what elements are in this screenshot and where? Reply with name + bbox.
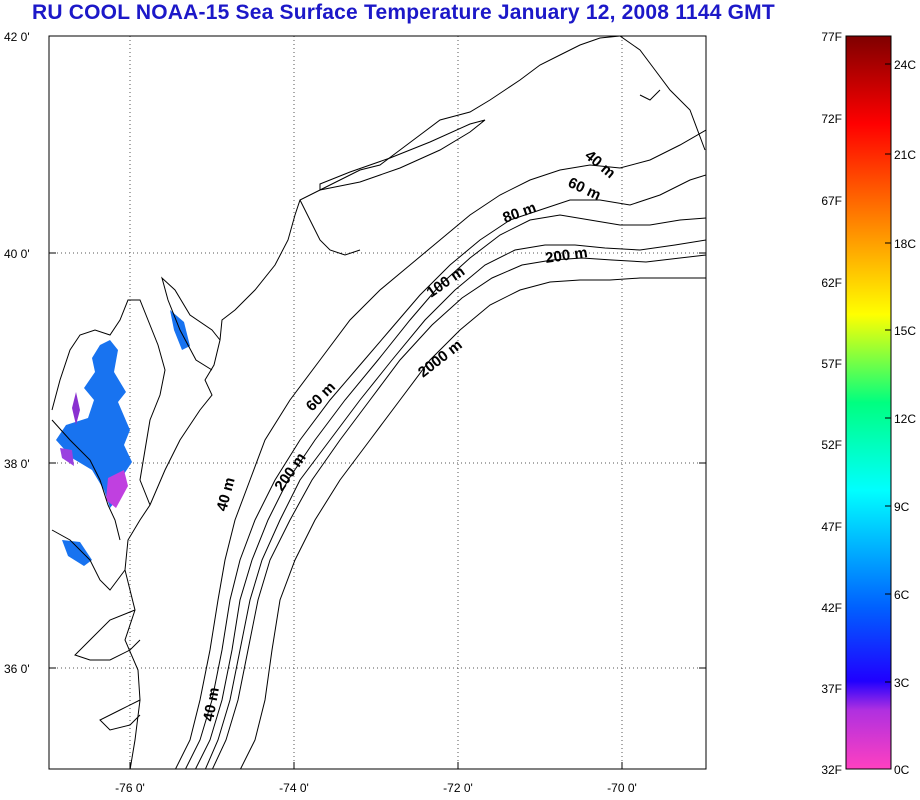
- map-features: 40 m 60 m 80 m 200 m 100 m 2000 m 60 m 2…: [51, 36, 706, 769]
- lat-label-42: 42 0': [4, 30, 30, 44]
- cbar-f-72: 72F: [821, 112, 842, 126]
- cbar-f-77: 77F: [821, 30, 842, 44]
- contour-label-200m-north: 200 m: [544, 244, 588, 267]
- colorbar-celsius-ticks: 24C 21C 18C 15C 12C 9C 6C 3C 0C: [894, 58, 916, 777]
- cbar-c-18: 18C: [894, 237, 916, 251]
- cbar-f-37: 37F: [821, 682, 842, 696]
- contour-label-80m: 80 m: [501, 199, 539, 227]
- coastlines: [51, 36, 706, 769]
- lon-label-72: -72 0': [443, 781, 473, 795]
- cbar-f-62: 62F: [821, 276, 842, 290]
- contour-label-60m-south: 60 m: [303, 379, 339, 415]
- contour-label-2000m: 2000 m: [415, 336, 466, 381]
- grid-lines: [49, 36, 706, 769]
- cbar-c-24: 24C: [894, 58, 916, 72]
- sst-overlay: [56, 310, 190, 566]
- cbar-c-15: 15C: [894, 324, 916, 338]
- lat-label-36: 36 0': [4, 662, 30, 676]
- colorbar-gradient: [845, 35, 892, 770]
- colorbar-fahrenheit-ticks: 77F 72F 67F 62F 57F 52F 47F 42F 37F 32F: [821, 30, 842, 777]
- contour-labels: 40 m 60 m 80 m 200 m 100 m 2000 m 60 m 2…: [200, 147, 618, 723]
- contour-label-40m-north: 40 m: [581, 147, 618, 182]
- bathymetry-contours: [174, 129, 706, 769]
- cbar-c-0: 0C: [894, 763, 910, 777]
- latitude-labels: 42 0' 40 0' 38 0' 36 0': [4, 30, 30, 676]
- colorbar: 77F 72F 67F 62F 57F 52F 47F 42F 37F 32F …: [821, 30, 916, 777]
- cbar-c-21: 21C: [894, 148, 916, 162]
- cbar-f-52: 52F: [821, 438, 842, 452]
- cbar-f-67: 67F: [821, 194, 842, 208]
- axis-ticks: [49, 252, 706, 769]
- map-title: RU COOL NOAA-15 Sea Surface Temperature …: [32, 1, 775, 24]
- longitude-labels: -76 0' -74 0' -72 0' -70 0': [115, 781, 637, 795]
- colorbar-celsius-ticks-lines: [885, 63, 891, 683]
- lon-label-74: -74 0': [279, 781, 309, 795]
- map-frame: [48, 35, 707, 770]
- cbar-f-42: 42F: [821, 601, 842, 615]
- cbar-f-57: 57F: [821, 357, 842, 371]
- lat-label-40: 40 0': [4, 247, 30, 261]
- lat-label-38: 38 0': [4, 457, 30, 471]
- cbar-f-32: 32F: [821, 763, 842, 777]
- contour-label-40m-south: 40 m: [200, 686, 223, 723]
- cbar-c-3: 3C: [894, 676, 910, 690]
- lon-label-70: -70 0': [607, 781, 637, 795]
- contour-label-40m-mid: 40 m: [213, 476, 238, 513]
- cbar-c-9: 9C: [894, 500, 910, 514]
- contour-label-200m-south: 200 m: [271, 450, 309, 495]
- cbar-c-12: 12C: [894, 412, 916, 426]
- lon-label-76: -76 0': [115, 781, 145, 795]
- cbar-f-47: 47F: [821, 520, 842, 534]
- cbar-c-6: 6C: [894, 588, 910, 602]
